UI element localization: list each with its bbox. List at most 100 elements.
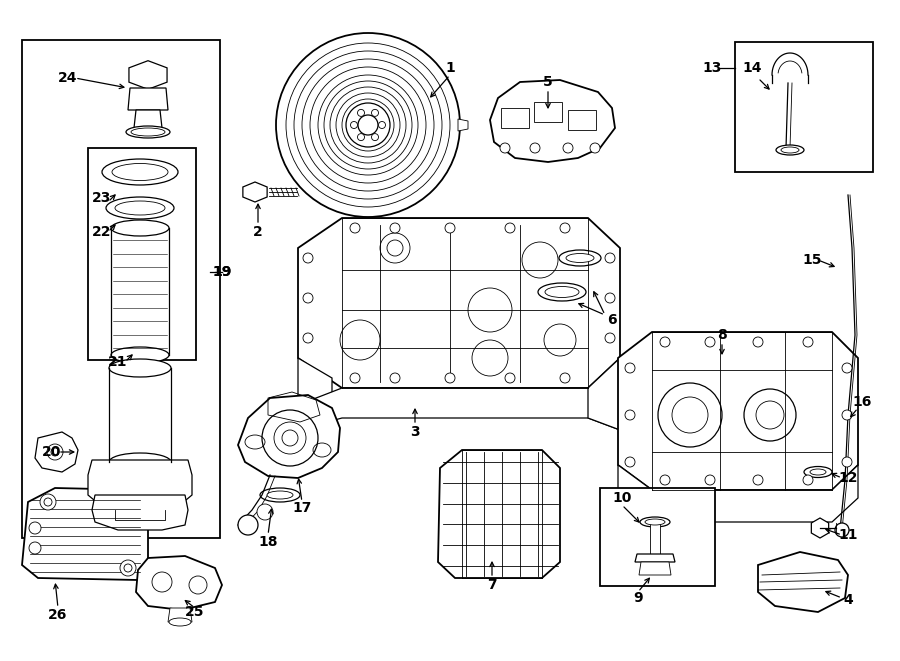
Circle shape: [560, 373, 570, 383]
Circle shape: [500, 143, 510, 153]
Text: 6: 6: [608, 313, 616, 327]
Circle shape: [605, 253, 615, 263]
Bar: [598, 488, 599, 489]
Text: 5: 5: [543, 75, 553, 89]
Circle shape: [124, 564, 132, 572]
Circle shape: [803, 475, 813, 485]
Ellipse shape: [804, 467, 832, 477]
Circle shape: [605, 333, 615, 343]
Polygon shape: [134, 110, 162, 128]
Bar: [22, 40, 220, 538]
Polygon shape: [92, 495, 188, 530]
Text: 13: 13: [702, 61, 722, 75]
Polygon shape: [618, 465, 858, 522]
Circle shape: [563, 143, 573, 153]
Circle shape: [625, 410, 635, 420]
Ellipse shape: [112, 163, 168, 180]
Ellipse shape: [267, 491, 293, 499]
Ellipse shape: [781, 147, 799, 153]
Circle shape: [350, 373, 360, 383]
Ellipse shape: [106, 197, 174, 219]
Ellipse shape: [115, 201, 165, 215]
Polygon shape: [438, 450, 560, 578]
Text: 20: 20: [42, 445, 62, 459]
Text: 9: 9: [634, 591, 643, 605]
Circle shape: [303, 293, 313, 303]
Circle shape: [257, 504, 273, 520]
Text: 19: 19: [212, 265, 231, 279]
Text: 25: 25: [185, 605, 205, 619]
Circle shape: [390, 223, 400, 233]
Ellipse shape: [566, 254, 594, 262]
Text: 26: 26: [49, 608, 68, 622]
Polygon shape: [758, 552, 848, 612]
Polygon shape: [635, 554, 675, 562]
Polygon shape: [22, 488, 148, 580]
Circle shape: [560, 223, 570, 233]
Circle shape: [625, 457, 635, 467]
Circle shape: [372, 134, 379, 141]
Circle shape: [842, 457, 852, 467]
Polygon shape: [168, 608, 192, 622]
Circle shape: [705, 475, 715, 485]
Ellipse shape: [126, 126, 170, 138]
Polygon shape: [811, 518, 829, 538]
Circle shape: [705, 337, 715, 347]
Circle shape: [47, 444, 63, 460]
Bar: [88, 148, 196, 360]
Bar: [650, 522, 660, 554]
Polygon shape: [88, 460, 192, 505]
Text: 8: 8: [717, 328, 727, 342]
Circle shape: [29, 542, 41, 554]
Ellipse shape: [776, 145, 804, 155]
Ellipse shape: [640, 517, 670, 527]
Bar: [600, 488, 715, 586]
Ellipse shape: [169, 618, 191, 626]
Circle shape: [303, 333, 313, 343]
Polygon shape: [129, 61, 167, 89]
Circle shape: [357, 134, 364, 141]
Circle shape: [842, 363, 852, 373]
Polygon shape: [458, 119, 468, 131]
Circle shape: [120, 560, 136, 576]
Polygon shape: [298, 218, 620, 388]
Text: 17: 17: [292, 501, 311, 515]
Text: 22: 22: [92, 225, 112, 239]
Text: 3: 3: [410, 425, 419, 439]
Text: 24: 24: [58, 71, 77, 85]
Ellipse shape: [545, 286, 579, 297]
Text: 4: 4: [843, 593, 853, 607]
Polygon shape: [243, 182, 267, 202]
Text: 19: 19: [212, 265, 231, 279]
Ellipse shape: [109, 359, 171, 377]
Circle shape: [379, 122, 385, 128]
Circle shape: [625, 363, 635, 373]
Ellipse shape: [102, 159, 178, 185]
Ellipse shape: [111, 347, 169, 363]
Polygon shape: [136, 556, 222, 610]
Circle shape: [842, 410, 852, 420]
Circle shape: [505, 223, 515, 233]
Bar: [735, 42, 873, 172]
Circle shape: [276, 33, 460, 217]
Polygon shape: [618, 332, 858, 490]
Polygon shape: [298, 388, 620, 430]
Circle shape: [605, 293, 615, 303]
Circle shape: [346, 103, 390, 147]
Text: 15: 15: [802, 253, 822, 267]
Circle shape: [803, 337, 813, 347]
Circle shape: [753, 337, 763, 347]
Text: 1: 1: [446, 61, 454, 75]
Polygon shape: [639, 562, 671, 575]
Polygon shape: [35, 432, 78, 472]
Polygon shape: [128, 88, 168, 110]
Text: 10: 10: [612, 491, 632, 505]
Text: 11: 11: [838, 528, 858, 542]
Circle shape: [530, 143, 540, 153]
Circle shape: [660, 337, 670, 347]
Circle shape: [350, 122, 357, 128]
Circle shape: [51, 448, 59, 456]
Circle shape: [238, 515, 258, 535]
Circle shape: [372, 109, 379, 116]
Bar: [598, 488, 599, 489]
